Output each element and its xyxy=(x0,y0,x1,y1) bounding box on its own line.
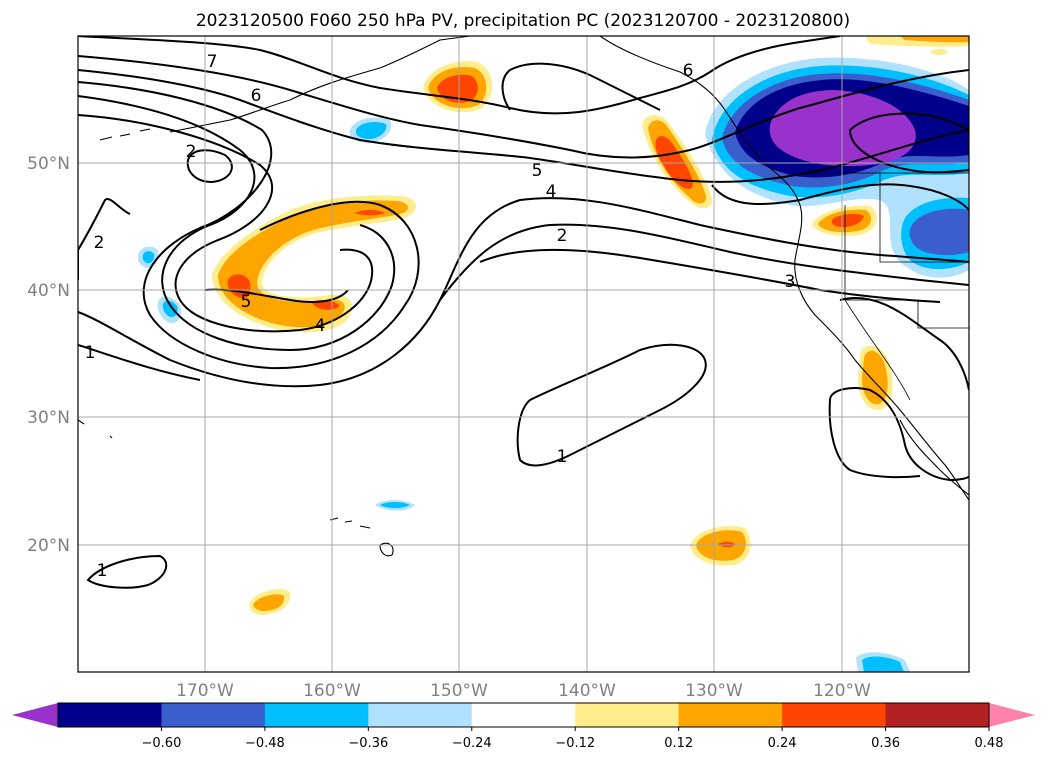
lon-label-140w: 140°W xyxy=(558,681,616,701)
gridlines xyxy=(78,36,969,672)
lat-labels: 50°N 40°N 30°N 20°N xyxy=(27,154,70,556)
precip-anomaly-fills xyxy=(137,36,969,672)
lon-label-150w: 150°W xyxy=(430,681,488,701)
colorbar-segment xyxy=(264,703,369,727)
colorbar-segment xyxy=(58,703,162,727)
contour-label: 5 xyxy=(532,161,543,181)
lon-label-170w: 170°W xyxy=(176,681,234,701)
contour-label: 2 xyxy=(186,142,197,162)
colorbar-tick-label: −0.12 xyxy=(555,736,595,751)
lon-labels: 170°W 160°W 150°W 140°W 130°W 120°W xyxy=(176,681,871,701)
colorbar-tick-label: −0.24 xyxy=(452,736,492,751)
contour-label: 4 xyxy=(315,316,326,336)
contour-label: 5 xyxy=(241,292,252,312)
map-panel: 7 6 2 2 5 4 2 3 6 5 4 1 1 1 xyxy=(78,36,969,672)
lat-label-20n: 20°N xyxy=(27,536,70,556)
colorbar-low-extend xyxy=(12,703,58,727)
colorbar-segment xyxy=(575,703,680,727)
colorbar-tick-label: −0.60 xyxy=(142,736,182,751)
lat-label-40n: 40°N xyxy=(27,281,70,301)
lat-label-30n: 30°N xyxy=(27,408,70,428)
colorbar-segment xyxy=(471,703,576,727)
colorbar-segment xyxy=(161,703,266,727)
colorbar: −0.60 −0.48 −0.36 −0.24 −0.12 0.12 0.24 0.36 0.4… xyxy=(12,702,1035,751)
lon-label-130w: 130°W xyxy=(685,681,743,701)
contour-label: 2 xyxy=(557,226,568,246)
contour-label-group: 7 6 2 2 5 4 2 3 6 5 4 1 1 1 xyxy=(85,52,796,581)
colorbar-tick-label: 0.24 xyxy=(768,736,797,751)
contour-label: 6 xyxy=(251,86,262,106)
colorbar-tick-label: −0.36 xyxy=(348,736,388,751)
colorbar-tick-label: −0.48 xyxy=(245,736,285,751)
colorbar-high-extend xyxy=(989,703,1035,727)
colorbar-segment xyxy=(678,703,783,727)
colorbar-tick-label: 0.36 xyxy=(871,736,900,751)
colorbar-tick-label: 0.12 xyxy=(664,736,693,751)
colorbar-tick-label: 0.48 xyxy=(975,736,1004,751)
contour-label: 1 xyxy=(557,447,568,467)
contour-label: 1 xyxy=(97,561,108,581)
colorbar-segment xyxy=(368,703,473,727)
pv-contours xyxy=(78,36,969,589)
contour-label: 1 xyxy=(85,343,96,363)
figure-title: 2023120500 F060 250 hPa PV, precipitatio… xyxy=(196,11,850,31)
lat-label-50n: 50°N xyxy=(27,154,70,174)
contour-label: 7 xyxy=(207,52,218,72)
contour-label: 6 xyxy=(683,61,694,81)
colorbar-frame xyxy=(57,702,990,728)
contour-label: 2 xyxy=(94,233,105,253)
contour-label: 3 xyxy=(785,272,796,292)
contour-label: 4 xyxy=(546,182,557,202)
map-frame xyxy=(77,35,970,673)
coastlines xyxy=(78,36,969,557)
colorbar-segment xyxy=(885,703,990,727)
colorbar-segment xyxy=(782,703,887,727)
lon-label-160w: 160°W xyxy=(303,681,361,701)
lon-label-120w: 120°W xyxy=(813,681,871,701)
